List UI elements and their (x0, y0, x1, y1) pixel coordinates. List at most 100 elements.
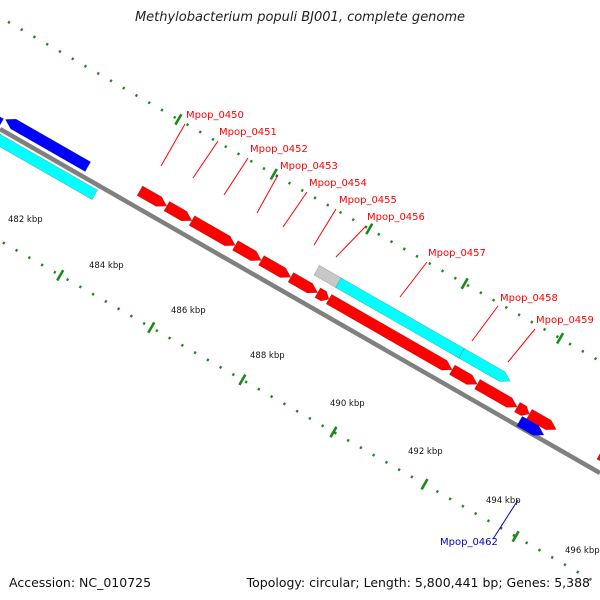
tick-marks (2, 20, 598, 581)
reverse-gene-arrow (4, 118, 92, 172)
minor-tick (448, 497, 452, 501)
minor-tick (116, 307, 121, 311)
minor-tick (185, 123, 190, 127)
minor-tick (173, 115, 177, 120)
minor-tick (129, 314, 133, 318)
minor-tick (453, 276, 457, 280)
minor-tick (435, 489, 439, 494)
gene-label: Mpop_0450 (186, 110, 244, 121)
tick-label: 494 kbp (486, 496, 521, 506)
minor-tick (71, 57, 75, 61)
tick-label: 486 kbp (171, 306, 206, 316)
minor-tick (563, 563, 567, 567)
minor-tick (206, 358, 210, 362)
forward-gene-arrow (188, 215, 236, 247)
minor-tick (512, 533, 516, 538)
major-tick (460, 277, 469, 290)
minor-tick (542, 327, 547, 332)
tick-labels: 482 kbp 484 kbp 486 kbp 488 kbp 490 kbp 492 k… (8, 215, 600, 556)
gene-label: Mpop_0457 (428, 248, 486, 259)
gene-label: Mpop_0459 (536, 315, 594, 326)
minor-tick (109, 79, 113, 83)
minor-tick (193, 350, 197, 355)
major-tick (56, 269, 65, 282)
minor-tick (91, 292, 95, 296)
minor-tick (593, 356, 598, 361)
minor-tick (224, 144, 228, 149)
major-tick (174, 113, 183, 126)
cyan-gene-bar (0, 133, 98, 201)
minor-tick (142, 321, 146, 326)
minor-tick (249, 159, 253, 163)
minor-tick (155, 329, 159, 333)
minor-tick (321, 424, 325, 428)
minor-tick (568, 342, 572, 346)
minor-tick (160, 108, 164, 112)
minor-tick (474, 511, 478, 516)
minor-tick (377, 232, 381, 237)
reverse-gene-arrow (0, 116, 4, 126)
gene-label: Mpop_0454 (309, 178, 367, 189)
label-leader-line (507, 328, 536, 363)
minor-tick (466, 283, 470, 288)
label-leader-line (492, 499, 519, 540)
minor-tick (364, 225, 368, 229)
tick-label: 496 kbp (565, 546, 600, 556)
label-leader-line (160, 123, 186, 167)
label-leader-line (192, 140, 219, 179)
gene-label: Mpop_0456 (367, 212, 425, 223)
minor-tick (333, 431, 337, 435)
minor-tick (257, 387, 261, 391)
minor-tick (122, 86, 126, 90)
minor-tick (27, 255, 31, 260)
minor-tick (440, 269, 445, 273)
minor-tick (308, 416, 312, 421)
minor-tick (537, 548, 542, 552)
label-leader-line (223, 157, 249, 196)
minor-tick (167, 336, 172, 340)
minor-tick (479, 291, 483, 295)
minor-tick (530, 320, 534, 324)
minor-tick (351, 218, 355, 222)
minor-tick (402, 247, 406, 251)
accession-text: Accession: NC_010725 (9, 575, 152, 590)
tick-label: 482 kbp (8, 215, 43, 225)
minor-tick (14, 248, 19, 252)
minor-tick (576, 570, 580, 574)
minor-tick (236, 152, 241, 156)
forward-gene-arrow (314, 287, 330, 302)
label-leader-line (282, 191, 308, 228)
minor-tick (491, 298, 496, 302)
minor-tick (211, 137, 215, 141)
minor-tick (415, 254, 419, 258)
minor-tick (504, 305, 508, 310)
minor-tick (270, 394, 274, 399)
forward-gene-arrow (136, 185, 168, 207)
forward-gene-arrow (163, 200, 193, 222)
major-tick (555, 332, 565, 345)
forward-gene-arrow (325, 293, 453, 371)
tick-label: 490 kbp (330, 399, 365, 409)
minor-tick (517, 313, 521, 317)
minor-tick (282, 402, 286, 406)
reverse-gene-arrow (516, 415, 545, 436)
minor-tick (397, 467, 401, 472)
cyan-gene-arrow (458, 348, 511, 382)
major-tick (365, 223, 374, 235)
minor-tick (372, 453, 376, 457)
label-leader-line (471, 305, 499, 342)
minor-tick (45, 42, 49, 46)
minor-tick (219, 365, 223, 369)
genome-stats-text: Topology: circular; Length: 5,800,441 bp… (246, 575, 590, 590)
gene-label: Mpop_0452 (250, 144, 308, 155)
minor-tick (287, 181, 292, 185)
minor-tick (588, 577, 593, 581)
forward-gene-arrow (526, 408, 557, 431)
label-leader-line (313, 208, 337, 246)
minor-tick (486, 519, 491, 523)
minor-tick (198, 130, 202, 134)
minor-tick (428, 261, 432, 266)
minor-tick (78, 285, 82, 289)
minor-tick (326, 203, 330, 207)
